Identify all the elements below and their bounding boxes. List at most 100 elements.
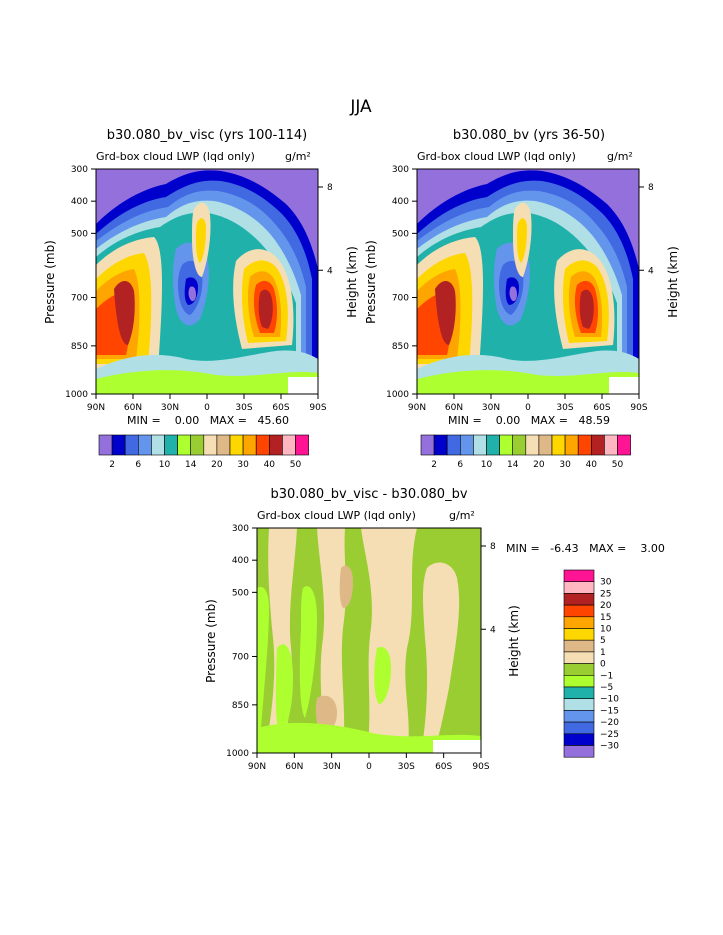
colorbar-swatch [563,581,595,594]
diff-band-negative-4 [374,646,391,704]
diff-contour-group [257,528,481,753]
colorbar-swatch [563,733,595,746]
contour-band-boundary-green [417,370,639,394]
colorbar-swatch [216,434,231,456]
panel-2-ylabel-right: Height (km) [666,246,680,317]
colorbar-swatch [229,434,244,456]
colorbar-label: 25 [600,589,611,599]
colorbar-swatch [538,434,553,456]
colorbar-swatch [563,721,595,735]
colorbar-label: 6 [457,460,463,470]
y-tick-label: 500 [392,229,409,239]
y-right-tick-label: 8 [490,542,496,552]
contour-band-sh-45 [258,289,273,329]
colorbar-swatch [563,686,595,699]
colorbar-label: 14 [507,460,519,470]
panel-3-field [257,528,481,753]
x-tick-label: 60N [445,403,463,413]
panel-3: b30.080_bv_visc - b30.080_bv Grd-box clo… [204,487,665,772]
colorbar-label: 30 [559,460,571,470]
contour-band-itcz-30 [517,218,527,263]
colorbar-label: 2 [431,460,437,470]
colorbar-label: −15 [600,706,619,716]
diff-band-negative-3 [299,586,317,718]
panel-2-subtitle: Grd-box cloud LWP (lqd only) [417,150,576,163]
colorbar-swatch [577,434,592,456]
x-tick-label: 60S [435,762,452,772]
colorbar-swatch [525,434,540,456]
colorbar-swatch [98,434,113,456]
y-tick-label: 400 [71,197,88,207]
y-tick-label: 850 [71,342,88,352]
panel-3-units: g/m² [449,509,475,522]
y-tick-label: 400 [232,556,249,566]
x-tick-label: 90N [408,403,426,413]
y-tick-label: 700 [232,652,249,662]
diff-band-positive-3 [361,528,417,753]
x-tick-label: 0 [366,762,372,772]
panel-1-contours [96,170,318,394]
y-tick-label: 300 [71,165,88,175]
contour-group [96,170,318,394]
x-tick-label: 30N [323,762,341,772]
contour-band-itcz-30 [196,218,206,263]
colorbar-label: 0 [600,660,606,670]
x-tick-label: 30S [556,403,573,413]
colorbar-label: 50 [612,460,624,470]
colorbar-swatch [604,434,618,456]
colorbar-swatch [473,434,487,456]
panel-2-units: g/m² [607,150,633,163]
y-tick-label: 700 [392,293,409,303]
colorbar-label: 30 [600,578,612,588]
terrain-mask [288,377,318,394]
colorbar-swatch [617,434,631,456]
y-tick-label: 400 [392,197,409,207]
panel-2-ylabel: Pressure (mb) [364,240,378,324]
x-tick-label: 30N [482,403,500,413]
colorbar-label: −30 [600,742,619,752]
y-right-tick-label: 4 [490,625,496,635]
colorbar-swatch [563,593,595,606]
colorbar-swatch [295,434,309,456]
colorbar-swatch [242,434,257,456]
colorbar-swatch [512,434,527,456]
colorbar-swatch [563,628,595,641]
terrain-mask [609,377,639,394]
colorbar-label: 20 [533,460,545,470]
y-right-tick-label: 4 [327,266,333,276]
colorbar-swatch [563,639,595,653]
colorbar-swatch [563,745,595,758]
colorbar-swatch [164,434,178,456]
colorbar-label: −10 [600,695,619,705]
colorbar-swatch [151,434,165,456]
colorbar-swatch [420,434,435,456]
diff-terrain-mask [433,740,481,753]
y-tick-label: 500 [71,229,88,239]
panel-1-ylabel: Pressure (mb) [43,240,57,324]
x-tick-label: 60S [593,403,610,413]
colorbar-swatch [111,434,126,456]
panel-2-contours [417,170,639,394]
panel-1-ylabel-right: Height (km) [345,246,359,317]
colorbar-swatch [486,434,500,456]
colorbar-label: 10 [481,460,493,470]
colorbar-swatch [282,434,296,456]
colorbar-swatch [563,710,595,723]
y-tick-label: 700 [71,293,88,303]
panel-2: b30.080_bv (yrs 36-50) Grd-box cloud LWP… [364,128,680,470]
colorbar-label: 50 [290,460,302,470]
panel-2-field [417,169,639,394]
panel-2-colorbar: 2 6 10 14 20 30 40 50 [420,434,631,470]
panel-1-colorbar: 2 6 10 14 20 30 40 50 [98,434,309,470]
colorbar-label: 20 [600,601,612,611]
y-tick-label: 850 [392,342,409,352]
panel-3-ylabel: Pressure (mb) [204,599,218,683]
panel-2-axes: 90N 60N 30N 0 30S 60S 90S 300 400 500 700 850 1000 8 4 [386,165,654,413]
y-right-tick-label: 8 [327,183,333,193]
panel-3-contours [257,528,481,753]
contour-band-tropical-min [188,286,196,302]
colorbar-swatch [590,434,605,456]
colorbar-swatch [563,698,595,711]
